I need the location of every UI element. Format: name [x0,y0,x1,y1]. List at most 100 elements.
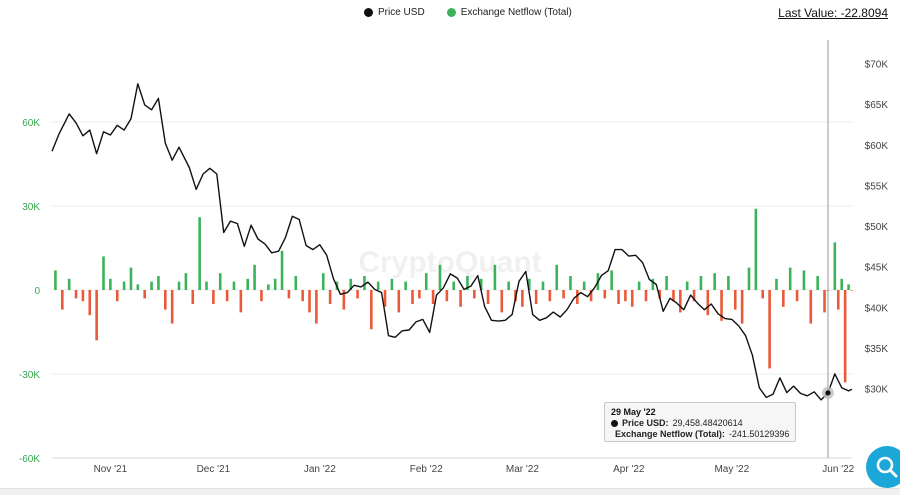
left-axis-tick-label: -60K [19,454,40,465]
crosshair [821,40,834,458]
netflow-bar [452,281,456,290]
netflow-bar [720,290,723,321]
netflow-bar [624,290,627,302]
netflow-bar [589,290,593,302]
netflow-bar [136,284,140,290]
x-axis-tick-label: Apr '22 [613,464,645,475]
netflow-bar [768,290,771,369]
left-axis-tick-label: 0 [34,286,40,297]
netflow-bar [225,290,229,302]
netflow-bar [692,290,696,302]
netflow-bar [603,290,607,299]
netflow-bar [699,276,703,290]
netflow-bar [109,278,112,290]
netflow-bar [733,290,737,310]
netflow-bar [637,281,641,290]
netflow-bar [459,290,462,307]
price-line [51,83,853,401]
x-axis-tick-label: Jun '22 [822,464,854,475]
legend-item-price[interactable]: Price USD [364,7,425,18]
tooltip: 29 May '22 Price USD: 29,458.48420614 Ex… [604,402,796,442]
netflow-bar [218,273,222,290]
netflow-bar [184,273,188,290]
netflow-bar [376,281,380,290]
axes: 60K 30K 0 -30K -60K $70K $65K $60K $55K $50K $45K $… [19,60,888,476]
netflow-bar [438,264,442,290]
netflow-bar [672,290,675,302]
netflow-bar [782,290,785,307]
netflow-bar [754,208,758,290]
search-icon [876,456,898,478]
tooltip-price-value: 29,458.48420614 [672,418,743,428]
legend-item-netflow[interactable]: Exchange Netflow (Total) [446,7,572,18]
netflow-bar [424,273,428,290]
netflow-bar [493,264,497,290]
netflow-bar [548,290,552,302]
netflow-bar [81,290,85,302]
right-axis-tick-label: $30K [865,385,889,396]
netflow-bar [349,278,353,290]
netflow-bar [95,290,98,341]
netflow-bar [164,290,167,310]
x-axis-tick-label: Jan '22 [304,464,336,475]
netflow-bar [802,270,806,290]
right-axis-tick-label: $70K [865,60,889,71]
netflow-bar [569,276,572,290]
netflow-bar [404,281,407,290]
search-button[interactable] [866,446,900,488]
netflow-bar [555,264,559,290]
netflow-bar [582,281,586,290]
netflow-bar [273,278,277,290]
netflow-bar [294,276,298,290]
tooltip-netflow-label: Exchange Netflow (Total): [615,429,725,439]
highlight-point [825,390,831,396]
netflow-bar [466,276,469,290]
legend-price-label: Price USD [378,7,425,18]
netflow-bar [287,290,291,299]
netflow-bar [383,290,387,307]
netflow-legend-dot [446,8,456,17]
netflow-bar [88,290,92,316]
price-legend-dot [364,8,373,17]
netflow-bar [418,290,421,299]
left-axis-tick-label: -30K [19,370,40,381]
netflow-bar [740,290,744,324]
netflow-bar [74,290,78,299]
netflow-bar [473,290,476,299]
netflow-bar [665,276,668,290]
tooltip-price-label: Price USD: [622,418,669,428]
netflow-bar [308,290,311,313]
tooltip-price-row: Price USD: 29,458.48420614 [611,418,789,429]
netflow-bar [390,278,394,290]
netflow-bar [232,281,236,290]
netflow-bar [129,267,133,290]
x-axis-tick-label: Dec '21 [197,464,231,475]
netflow-bar [576,290,579,304]
netflow-bar [315,290,318,324]
netflow-bar [342,290,346,310]
last-value: Last Value: -22.8094 [778,6,888,20]
netflow-bar [246,278,250,290]
netflow-bar [706,290,710,316]
netflow-bar [507,281,510,290]
netflow-bar [431,290,435,304]
netflow-bar [685,281,689,290]
netflow-bar [788,267,792,290]
netflow-bar [397,290,401,313]
right-axis-tick-label: $50K [865,222,889,233]
tooltip-netflow-row: Exchange Netflow (Total): -241.50129396 [611,429,789,440]
netflow-bar [617,290,620,304]
netflow-bar [356,290,359,299]
netflow-bars [54,208,854,383]
netflow-bar [795,290,799,302]
right-axis-tick-label: $55K [865,181,889,192]
netflow-bar [267,284,270,290]
netflow-bar [150,281,153,290]
right-axis-tick-label: $35K [865,344,889,355]
netflow-bar [280,250,284,290]
netflow-bar [747,267,751,290]
netflow-bar [479,278,483,290]
navigator-strip[interactable] [0,488,900,495]
netflow-bar [102,256,105,290]
